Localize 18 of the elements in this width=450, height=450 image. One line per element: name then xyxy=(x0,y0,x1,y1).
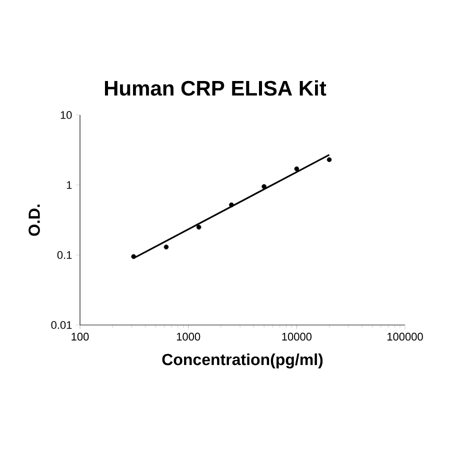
point xyxy=(131,254,136,259)
point xyxy=(196,224,202,230)
chart-title: Human CRP ELISA Kit xyxy=(104,80,326,96)
x-tick-label: 100000 xyxy=(387,332,423,341)
point xyxy=(164,244,169,250)
y-tick-label: 0.1 xyxy=(57,251,72,259)
x-axis-title: Concentration(pg/ml) xyxy=(162,353,323,368)
y-tick-label: 1 xyxy=(66,181,72,189)
point xyxy=(262,184,266,189)
x-tick-label: 1000 xyxy=(176,332,200,341)
point xyxy=(229,202,234,208)
y-tick-label: 10 xyxy=(60,111,72,119)
y-axis-title: O.D. xyxy=(28,204,40,236)
x-tick-label: 100 xyxy=(72,332,89,341)
point xyxy=(326,157,332,162)
point xyxy=(294,166,300,172)
x-tick-label: 10000 xyxy=(282,332,312,341)
y-tick-label: 0.01 xyxy=(51,321,72,329)
